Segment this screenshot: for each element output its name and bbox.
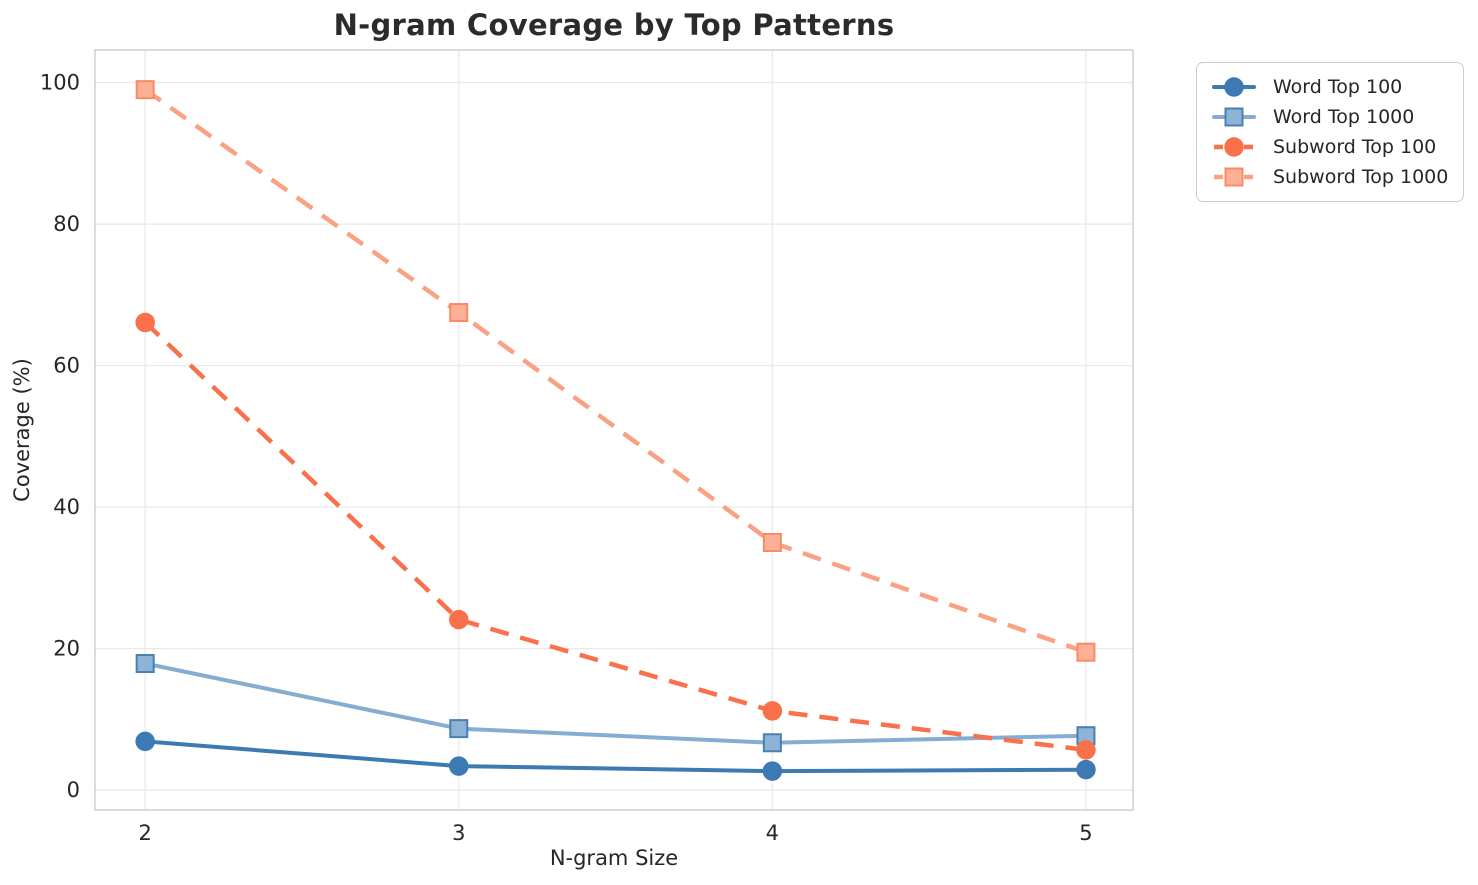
data-point-circle <box>449 609 469 630</box>
data-point-square <box>135 654 155 674</box>
y-tick-label: 60 <box>53 354 80 378</box>
legend-line-circle-icon <box>1212 77 1256 97</box>
data-point-square <box>762 733 782 753</box>
y-tick-label: 0 <box>67 778 80 802</box>
legend-label: Subword Top 100 <box>1273 136 1437 158</box>
data-point-square <box>449 303 469 323</box>
x-axis-label: N-gram Size <box>549 846 679 870</box>
y-tick-label: 20 <box>53 637 80 661</box>
x-tick-label: 3 <box>452 821 465 845</box>
series-line-word-top-100 <box>145 739 1087 774</box>
data-point-circle <box>762 701 783 721</box>
data-point-circle <box>1076 759 1096 780</box>
data-point-circle <box>1076 740 1096 760</box>
legend-label: Word Top 1000 <box>1273 106 1415 128</box>
x-tick-label: 2 <box>138 821 151 845</box>
data-point-circle <box>135 312 155 333</box>
legend-label: Subword Top 1000 <box>1273 166 1449 188</box>
x-tick-label: 5 <box>1079 821 1092 845</box>
data-point-square <box>1076 642 1096 662</box>
legend-item-word-top-1000: Word Top 1000 <box>1211 102 1453 132</box>
chart-title: N-gram Coverage by Top Patterns <box>333 8 895 42</box>
x-tick-label: 4 <box>766 821 779 845</box>
data-point-circle <box>135 731 155 752</box>
plot-border <box>94 49 1134 811</box>
data-point-circle <box>449 756 469 776</box>
data-point-square <box>135 80 155 100</box>
legend-item-subword-top-1000: Subword Top 1000 <box>1211 162 1453 192</box>
y-tick-label: 100 <box>40 71 80 95</box>
legend-line-square-icon <box>1212 107 1256 127</box>
legend-line-square-icon <box>1214 167 1254 187</box>
y-tick-label: 80 <box>53 212 80 236</box>
y-tick-label: 40 <box>53 495 80 519</box>
legend-line-circle-icon <box>1214 137 1254 157</box>
legend: Word Top 100 Word Top 1000 Subword Top 1… <box>1196 62 1464 202</box>
legend-item-word-top-100: Word Top 100 <box>1211 72 1453 102</box>
y-axis-label: Coverage (%) <box>10 358 34 502</box>
series-line-word-top-1000 <box>144 661 1087 745</box>
data-point-circle <box>762 761 783 781</box>
series-line-subword-top-100 <box>143 320 1087 753</box>
series-line-subword-top-1000 <box>143 87 1087 655</box>
legend-item-subword-top-100: Subword Top 100 <box>1211 132 1453 162</box>
legend-label: Word Top 100 <box>1273 76 1403 98</box>
data-point-square <box>762 533 782 553</box>
data-point-square <box>449 719 469 739</box>
